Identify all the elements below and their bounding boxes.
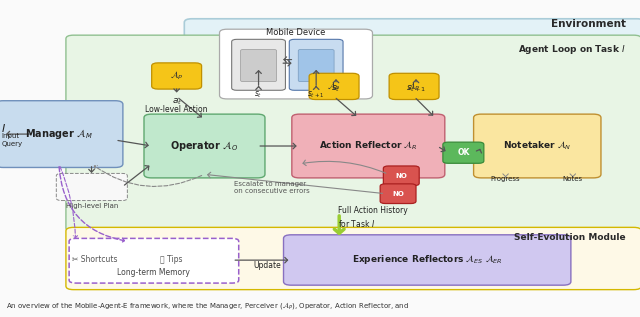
FancyBboxPatch shape <box>66 35 640 231</box>
FancyBboxPatch shape <box>220 29 372 99</box>
Text: Notes: Notes <box>563 176 583 182</box>
Text: ✂ Shortcuts: ✂ Shortcuts <box>72 255 118 264</box>
Text: NO: NO <box>396 173 407 179</box>
FancyBboxPatch shape <box>66 227 640 290</box>
FancyBboxPatch shape <box>380 184 416 204</box>
FancyBboxPatch shape <box>383 166 419 186</box>
Text: OK: OK <box>457 148 470 157</box>
Text: Agent Loop on Task $I$: Agent Loop on Task $I$ <box>518 43 626 56</box>
Text: High-level Plan: High-level Plan <box>66 203 118 209</box>
Text: Input
Query: Input Query <box>1 133 22 147</box>
Text: Manager $\mathcal{A}_M$: Manager $\mathcal{A}_M$ <box>26 127 93 141</box>
Text: $s_{t+1}$: $s_{t+1}$ <box>406 83 426 94</box>
Text: NO: NO <box>392 191 404 197</box>
Text: $s_t$: $s_t$ <box>332 83 340 94</box>
FancyBboxPatch shape <box>298 49 334 82</box>
Text: Full Action History
for Task $I$: Full Action History for Task $I$ <box>338 206 408 229</box>
Text: Escalate to manager
on consecutive errors: Escalate to manager on consecutive error… <box>234 181 309 194</box>
FancyBboxPatch shape <box>152 63 202 89</box>
Text: $s_t$: $s_t$ <box>255 90 262 100</box>
Text: $\mathcal{A}_P$: $\mathcal{A}_P$ <box>407 80 421 93</box>
Text: $s_{t+1}$: $s_{t+1}$ <box>307 90 325 100</box>
FancyBboxPatch shape <box>241 49 276 82</box>
Text: 💡 Tips: 💡 Tips <box>160 255 183 264</box>
FancyBboxPatch shape <box>232 39 285 90</box>
FancyBboxPatch shape <box>184 19 640 278</box>
Text: $\mathcal{A}_P$: $\mathcal{A}_P$ <box>327 80 341 93</box>
FancyBboxPatch shape <box>443 142 484 163</box>
FancyBboxPatch shape <box>289 39 343 90</box>
FancyBboxPatch shape <box>144 114 265 178</box>
FancyBboxPatch shape <box>474 114 601 178</box>
Text: Operator $\mathcal{A}_O$: Operator $\mathcal{A}_O$ <box>170 139 239 153</box>
Text: Environment: Environment <box>551 19 626 29</box>
Text: An overview of the Mobile-Agent-E framework, where the Manager, Perceiver ($\mat: An overview of the Mobile-Agent-E framew… <box>6 300 410 311</box>
Text: Long-term Memory: Long-term Memory <box>118 268 190 277</box>
Text: Update: Update <box>253 261 282 270</box>
Text: Low-level Action: Low-level Action <box>145 105 208 114</box>
Text: Experience Reflectors $\mathcal{A}_{ES}$ $\mathcal{A}_{ER}$: Experience Reflectors $\mathcal{A}_{ES}$… <box>352 254 502 267</box>
Text: $I$: $I$ <box>1 122 6 134</box>
FancyBboxPatch shape <box>0 101 123 167</box>
FancyBboxPatch shape <box>69 238 239 283</box>
Text: Action Reflector $\mathcal{A}_R$: Action Reflector $\mathcal{A}_R$ <box>319 140 417 152</box>
Text: $a_t$: $a_t$ <box>172 97 182 107</box>
FancyBboxPatch shape <box>309 73 359 100</box>
Text: Notetaker $\mathcal{A}_N$: Notetaker $\mathcal{A}_N$ <box>503 140 572 152</box>
FancyBboxPatch shape <box>284 235 571 285</box>
Text: Progress: Progress <box>491 176 520 182</box>
FancyBboxPatch shape <box>292 114 445 178</box>
Text: $\mathcal{A}_P$: $\mathcal{A}_P$ <box>170 70 184 82</box>
Text: Mobile Device: Mobile Device <box>266 28 326 37</box>
FancyBboxPatch shape <box>56 173 127 201</box>
Text: Self-Evolution Module: Self-Evolution Module <box>515 233 626 242</box>
FancyBboxPatch shape <box>389 73 439 100</box>
